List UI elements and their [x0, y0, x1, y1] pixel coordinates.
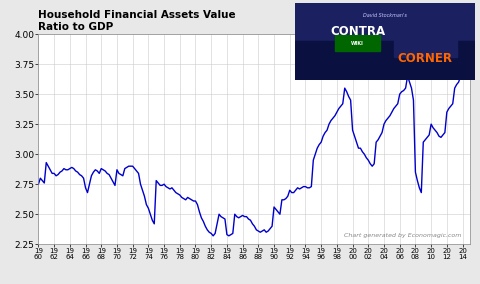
Bar — [335, 36, 380, 51]
Text: David Stockman's: David Stockman's — [363, 13, 407, 18]
Bar — [394, 7, 457, 57]
Text: Chart generated by Economagic.com: Chart generated by Economagic.com — [344, 233, 462, 238]
Text: CORNER: CORNER — [397, 52, 452, 65]
Text: CONTRA: CONTRA — [331, 25, 386, 38]
Text: WIKI: WIKI — [351, 41, 364, 46]
Text: Household Financial Assets Value
Ratio to GDP: Household Financial Assets Value Ratio t… — [38, 10, 236, 32]
Bar — [295, 41, 475, 80]
